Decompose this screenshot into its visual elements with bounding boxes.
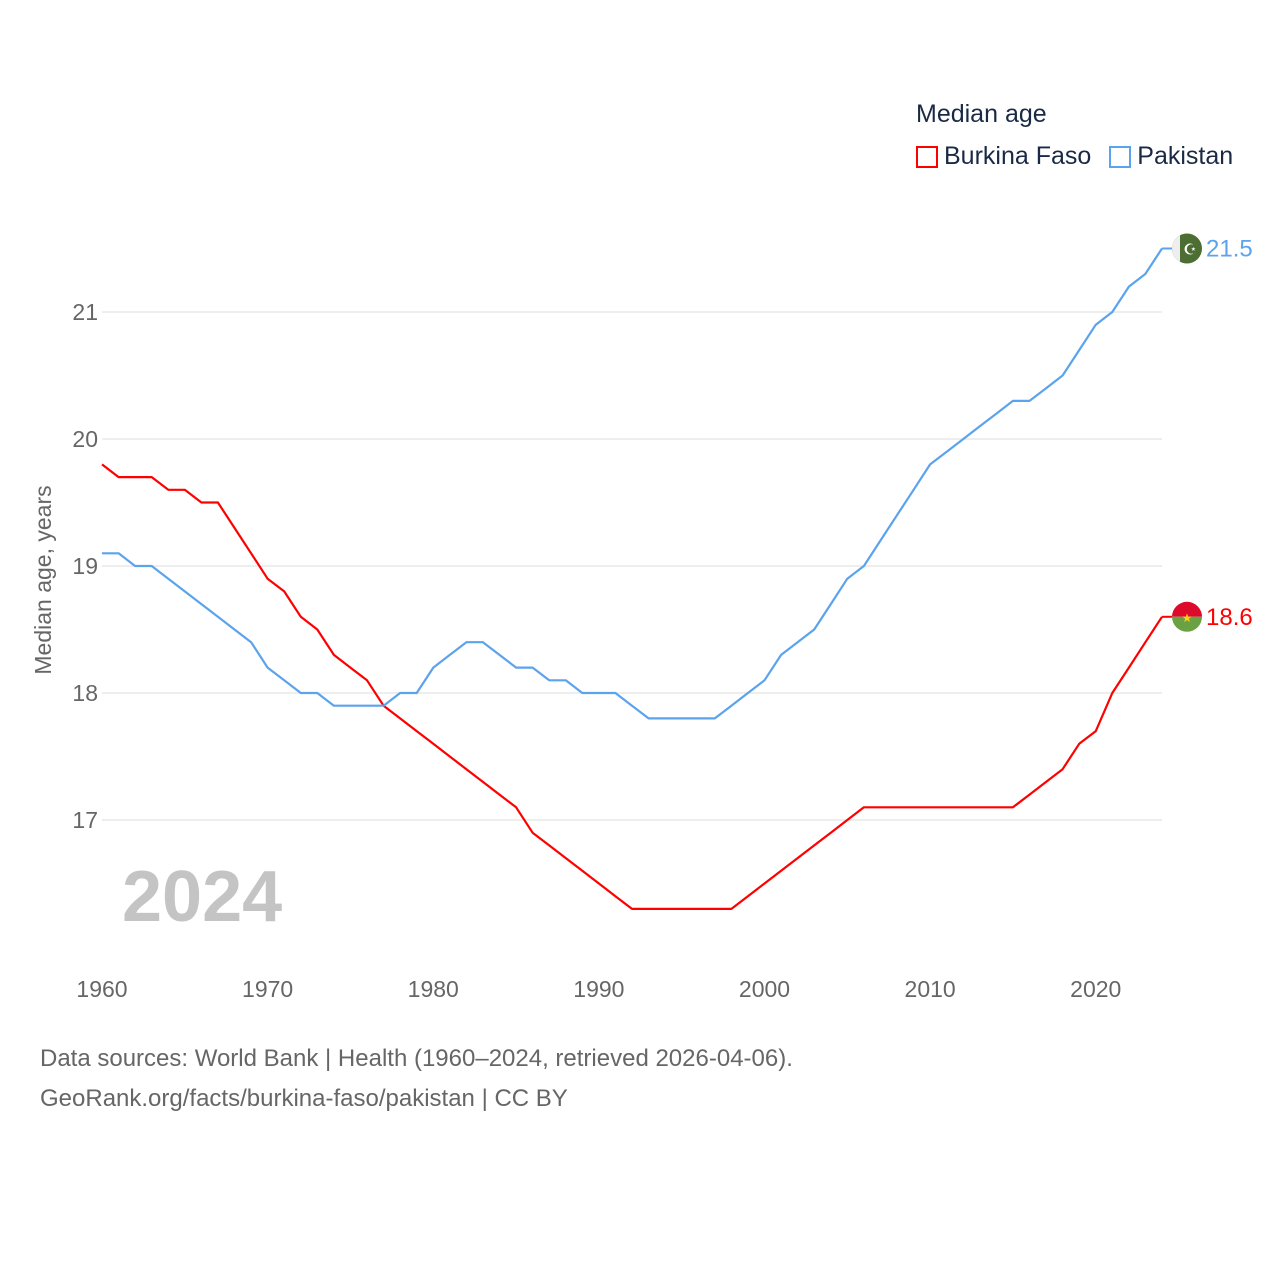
y-axis-label: Median age, years xyxy=(30,485,56,674)
year-watermark: 2024 xyxy=(122,857,282,937)
source-text: Data sources: World Bank | Health (1960–… xyxy=(40,1045,793,1072)
y-tick-label: 21 xyxy=(72,299,98,325)
legend-label: Pakistan xyxy=(1137,142,1234,170)
legend-item-pakistan[interactable]: Pakistan xyxy=(1109,142,1233,171)
y-tick-label: 18 xyxy=(72,680,98,706)
legend-swatch xyxy=(916,145,938,168)
burkina-faso-flag-icon xyxy=(1172,616,1202,632)
burkina-faso-flag-icon xyxy=(1172,601,1202,617)
x-tick-label: 1980 xyxy=(408,976,459,1002)
series-line-pakistan xyxy=(102,247,1163,720)
x-tick-label: 2010 xyxy=(905,976,956,1002)
x-tick-label: 1960 xyxy=(76,976,127,1002)
end-value-label: 21.5 xyxy=(1206,236,1253,263)
legend: Burkina Faso Pakistan xyxy=(916,142,1233,171)
y-tick-label: 20 xyxy=(72,426,98,452)
end-value-label: 18.6 xyxy=(1206,604,1253,631)
attribution-link[interactable]: GeoRank.org/facts/burkina-faso/pakistan … xyxy=(40,1085,568,1112)
legend-title: Median age xyxy=(916,100,1047,128)
flag-star-icon: ★ xyxy=(1182,611,1193,625)
pakistan-flag-icon xyxy=(1172,235,1180,262)
legend-label: Burkina Faso xyxy=(944,142,1092,170)
legend-swatch xyxy=(1109,145,1132,168)
x-tick-label: 1970 xyxy=(242,976,293,1002)
y-tick-label: 17 xyxy=(72,807,98,833)
flag-crescent-icon: ☪ xyxy=(1183,242,1196,259)
y-tick-label: 19 xyxy=(72,553,98,579)
x-tick-label: 1990 xyxy=(573,976,624,1002)
legend-item-burkina-faso[interactable]: Burkina Faso xyxy=(916,142,1091,171)
series-line-burkina-faso xyxy=(101,463,1163,911)
x-tick-label: 2000 xyxy=(739,976,790,1002)
x-tick-label: 2020 xyxy=(1070,976,1121,1002)
